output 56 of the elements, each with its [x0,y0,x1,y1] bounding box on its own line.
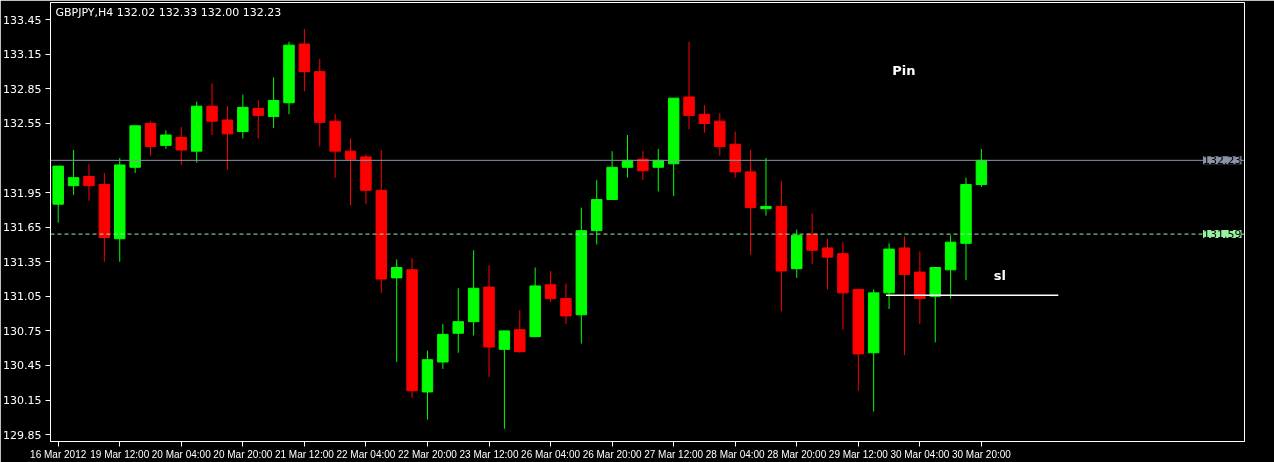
x-tick-label: 22 Mar 20:00 [398,448,458,460]
candlestick [267,76,280,129]
y-tick-label: 130.45 [3,359,42,373]
y-tick-label: 131.05 [3,290,42,304]
candlestick [560,283,572,325]
x-tick-label: 30 Mar 04:00 [890,448,950,460]
x-tick-label: 30 Mar 20:00 [951,448,1012,460]
candlestick [452,287,464,354]
y-tick-label: 131.35 [3,255,42,269]
y-tick-label: 131.95 [3,186,42,200]
candlestick [67,149,80,196]
candlestick [683,41,695,130]
x-tick-label: 28 Mar 04:00 [705,448,766,460]
y-tick-label: 133.15 [3,48,42,62]
candlestick [144,120,157,157]
y-tick-label: 132.55 [3,117,42,131]
candlestick [206,82,218,136]
candlestick [160,129,172,150]
candlestick [344,137,357,206]
candlestick [175,126,188,166]
annotation: Pin [892,62,916,78]
candlestick [83,163,95,202]
y-tick-label: 133.45 [3,13,42,27]
candlestick [252,99,264,139]
x-tick-label: 19 Mar 12:00 [90,448,150,460]
ref-line-label: 131.59 [1203,228,1242,242]
x-tick-label: 22 Mar 04:00 [336,448,396,460]
candlestick [806,212,818,265]
x-tick-label: 28 Mar 20:00 [767,448,827,460]
y-tick-label: 132.85 [3,82,42,96]
ref-line-label: sl [993,268,1006,284]
candlestick [652,148,664,192]
candlestick [821,238,834,290]
candlestick [221,105,234,171]
candlestick [514,309,526,354]
x-tick-label: 20 Mar 04:00 [151,448,212,460]
y-tick-label: 129.85 [3,428,42,442]
chart-title: GBPJPY,H4 132.02 132.33 132.00 132.23 [55,5,282,19]
y-tick-label: 131.65 [3,221,42,235]
x-tick-label: 26 Mar 04:00 [521,448,581,460]
x-tick-label: 20 Mar 20:00 [213,448,273,460]
x-tick-label: 23 Mar 12:00 [459,448,519,460]
y-tick-label: 130.15 [3,394,42,408]
x-tick-label: 16 Mar 2012 [30,448,87,460]
candlestick [698,104,711,134]
x-tick-label: 21 Mar 12:00 [274,448,335,460]
x-tick-label: 27 Mar 12:00 [644,448,704,460]
candlestick [390,258,403,363]
ref-line-label: 132.23 [1203,154,1242,168]
candlestick [637,150,649,181]
y-tick-label: 130.75 [3,324,42,338]
candlestick [498,330,511,430]
candlestick [760,157,772,217]
x-tick-label: 29 Mar 12:00 [828,448,889,460]
candlestick [544,270,557,303]
x-tick-label: 26 Mar 20:00 [582,448,643,460]
